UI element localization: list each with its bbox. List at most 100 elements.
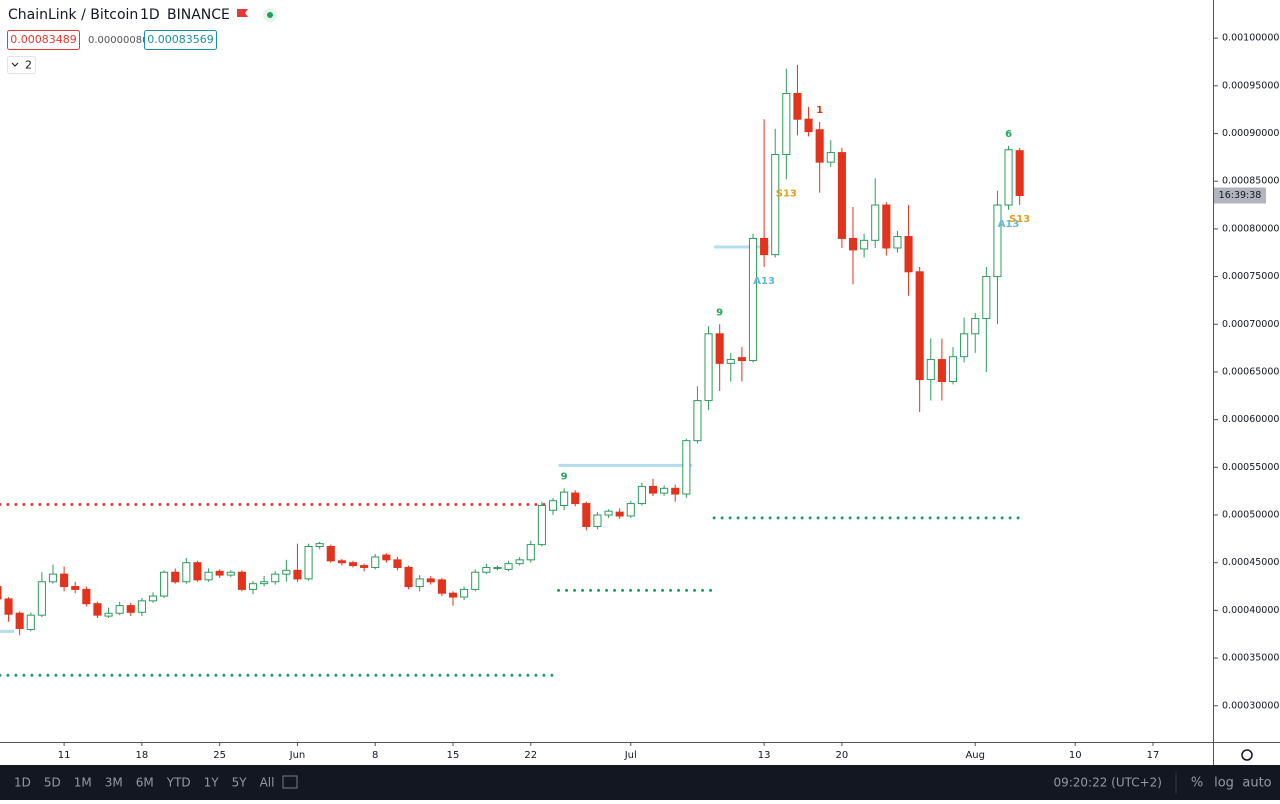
- candle-body: [426, 578, 435, 583]
- candle-body: [626, 503, 635, 517]
- candle-body: [993, 204, 1002, 278]
- candle-body: [693, 400, 702, 442]
- price-box: [144, 30, 217, 50]
- annotation: 9: [561, 471, 568, 482]
- range-button[interactable]: 1M: [74, 776, 92, 790]
- flag-icon[interactable]: [237, 9, 248, 17]
- candle-body: [537, 504, 546, 546]
- candle-body: [871, 204, 880, 241]
- range-button[interactable]: YTD: [166, 776, 191, 790]
- log-button[interactable]: log: [1214, 776, 1234, 791]
- clock: 09:20:22 (UTC+2): [1053, 776, 1162, 790]
- candle-body: [404, 566, 413, 588]
- x-tick-label: 17: [1147, 750, 1160, 761]
- candle-body: [171, 571, 180, 583]
- candle-body: [382, 554, 391, 561]
- candle-body: [726, 359, 735, 364]
- status-dot: [267, 12, 273, 18]
- candle-body: [504, 563, 513, 570]
- candle-body: [493, 566, 502, 569]
- candle-body: [860, 239, 869, 250]
- range-button[interactable]: 1Y: [204, 776, 220, 790]
- range-button[interactable]: 6M: [136, 776, 154, 790]
- range-button[interactable]: 3M: [105, 776, 123, 790]
- candle-body: [71, 586, 80, 590]
- percent-button[interactable]: %: [1191, 776, 1203, 791]
- candle-body: [571, 492, 580, 505]
- range-button[interactable]: 5Y: [232, 776, 248, 790]
- candle-body: [260, 581, 269, 585]
- chevron-icon: [11, 62, 19, 67]
- candle-body: [148, 595, 158, 602]
- candle-body: [715, 333, 724, 364]
- candle-body: [982, 276, 991, 320]
- candle-body: [37, 581, 46, 616]
- range-button[interactable]: All: [260, 776, 275, 790]
- candle-body: [960, 333, 969, 358]
- candle-body: [193, 562, 202, 581]
- bottom-toolbar: [0, 765, 1280, 800]
- annotation: 6: [1005, 129, 1012, 140]
- candle-body: [115, 605, 124, 614]
- y-tick-label: 0.00075000: [1222, 271, 1279, 282]
- candle-body: [882, 204, 891, 249]
- y-tick-label: 0.00040000: [1222, 605, 1279, 616]
- candle-body: [371, 556, 380, 568]
- annotation: S13: [776, 188, 797, 199]
- y-tick-label: 0.00065000: [1222, 366, 1279, 377]
- annotation: 1: [816, 105, 823, 116]
- candle-body: [93, 603, 102, 616]
- candle-body: [271, 573, 280, 583]
- interval: 1D: [140, 7, 160, 23]
- candle-body: [415, 578, 424, 588]
- x-tick-label: Jun: [289, 750, 306, 761]
- candle-body: [82, 588, 91, 605]
- y-tick-label: 0.00060000: [1222, 414, 1279, 425]
- y-tick-label: 0.00050000: [1222, 510, 1279, 521]
- range-buttons: 1D 5D 1M 3M 6M YTD 1Y 5Y All: [14, 776, 274, 790]
- candle-body: [393, 559, 402, 568]
- candle-body: [915, 271, 924, 381]
- candle-body: [526, 544, 535, 561]
- date-range-icon[interactable]: [282, 775, 298, 789]
- candle-body: [337, 560, 346, 564]
- symbol: ChainLink / Bitcoin: [8, 7, 138, 23]
- x-tick-label: Aug: [965, 750, 985, 761]
- candle-body: [26, 614, 35, 630]
- indicator-toggle[interactable]: [7, 56, 36, 74]
- range-button[interactable]: 5D: [44, 776, 61, 790]
- candle-body: [360, 565, 369, 568]
- annotation: A13: [753, 276, 775, 287]
- annotation: A13: [998, 219, 1020, 230]
- spread: 0.00000080: [88, 35, 148, 46]
- candle-body: [637, 485, 646, 505]
- candle-body: [593, 514, 602, 527]
- y-tick-label: 0.00080000: [1222, 223, 1279, 234]
- candle-body: [182, 562, 191, 583]
- candle-body: [4, 598, 13, 615]
- countdown-box: [1214, 187, 1266, 204]
- settings-icon[interactable]: [1241, 749, 1253, 761]
- axes: 0.00030000 0.00035000 0.00040000 0.00045000…: [58, 33, 1280, 761]
- candle-body: [948, 356, 958, 382]
- range-button[interactable]: 1D: [14, 776, 31, 790]
- candle-body: [282, 569, 291, 575]
- y-tick-label: 0.00090000: [1222, 128, 1279, 139]
- y-tick-label: 0.00085000: [1222, 176, 1279, 187]
- annotation: S13: [1009, 214, 1030, 225]
- x-tick-label: Jul: [624, 750, 637, 761]
- candle-body: [1004, 149, 1013, 206]
- candle-body: [471, 571, 480, 590]
- candle-body: [760, 237, 769, 256]
- auto-button[interactable]: auto: [1242, 776, 1271, 791]
- candle-body: [160, 571, 169, 597]
- candle-body: [126, 605, 135, 613]
- indicator-count: 2: [25, 59, 32, 72]
- candle-body: [560, 491, 569, 506]
- y-tick-label: 0.00055000: [1222, 462, 1279, 473]
- candle-body: [237, 571, 246, 590]
- candle-body: [226, 571, 235, 576]
